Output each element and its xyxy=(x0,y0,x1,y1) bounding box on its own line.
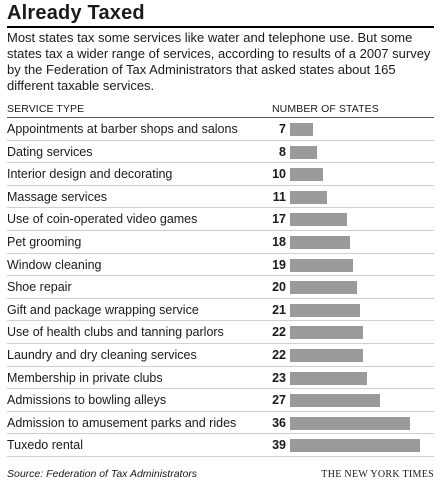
bar xyxy=(290,190,327,204)
chart-row: Use of coin-operated video games 17 xyxy=(7,208,434,231)
chart-row: Admission to amusement parks and rides 36 xyxy=(7,412,434,435)
value-header: NUMBER OF STATES xyxy=(272,103,379,115)
chart-row: Interior design and decorating 10 xyxy=(7,163,434,186)
category-label: Use of coin-operated video games xyxy=(7,212,198,227)
value-label: 39 xyxy=(272,438,286,453)
bar xyxy=(290,236,350,249)
category-label: Laundry and dry cleaning services xyxy=(7,348,197,362)
chart-row: Dating services 8 xyxy=(7,141,434,164)
bar xyxy=(290,371,367,385)
bar xyxy=(290,326,364,340)
category-label: Massage services xyxy=(7,189,108,204)
chart-subtitle: Most states tax some services like water… xyxy=(7,30,431,93)
bar xyxy=(290,213,347,227)
category-label: Dating services xyxy=(7,144,93,159)
chart-row: Tuxedo rental 39 xyxy=(7,434,434,457)
bar xyxy=(290,439,420,453)
chart-row: Laundry and dry cleaning services 22 xyxy=(7,344,434,367)
category-label: Tuxedo rental xyxy=(7,438,83,453)
bar xyxy=(290,145,317,159)
category-label: Membership in private clubs xyxy=(7,370,163,385)
chart-row: Gift and package wrapping service 21 xyxy=(7,299,434,322)
value-label: 21 xyxy=(272,302,286,317)
chart-title: Already Taxed xyxy=(7,2,145,24)
value-label: 19 xyxy=(272,257,286,272)
category-label: Window cleaning xyxy=(7,257,102,272)
value-label: 10 xyxy=(272,167,286,182)
chart-row: Appointments at barber shops and salons 7 xyxy=(7,118,434,141)
publisher-credit: THE NEW YORK TIMES xyxy=(321,469,434,480)
chart-row: Massage services 11 xyxy=(7,186,434,209)
bar xyxy=(290,416,410,430)
value-label: 11 xyxy=(272,189,286,204)
value-label: 17 xyxy=(272,212,286,227)
category-header: SERVICE TYPE xyxy=(7,103,85,115)
chart-row: Membership in private clubs 23 xyxy=(7,367,434,390)
category-label: Appointments at barber shops and salons xyxy=(7,122,238,136)
chart-row: Shoe repair 20 xyxy=(7,276,434,299)
bar xyxy=(290,123,314,136)
category-label: Admissions to bowling alleys xyxy=(7,393,167,408)
category-label: Shoe repair xyxy=(7,280,72,295)
value-label: 7 xyxy=(279,122,286,136)
category-label: Gift and package wrapping service xyxy=(7,302,199,317)
category-label: Use of health clubs and tanning parlors xyxy=(7,325,224,340)
category-label: Pet grooming xyxy=(7,235,82,249)
chart-row: Window cleaning 19 xyxy=(7,254,434,277)
value-label: 22 xyxy=(272,325,286,340)
value-label: 27 xyxy=(272,393,286,408)
bar xyxy=(290,258,354,272)
chart-row: Pet grooming 18 xyxy=(7,231,434,254)
chart-row: Admissions to bowling alleys 27 xyxy=(7,389,434,412)
title-rule xyxy=(7,26,434,28)
source-note: Source: Federation of Tax Administrators xyxy=(7,468,198,480)
bar xyxy=(290,281,357,295)
value-label: 18 xyxy=(272,235,286,249)
header-divider xyxy=(7,117,434,118)
value-label: 23 xyxy=(272,370,286,385)
bar xyxy=(290,303,360,317)
bar xyxy=(290,168,324,182)
value-label: 36 xyxy=(272,415,286,430)
value-label: 8 xyxy=(279,144,286,159)
bar xyxy=(290,349,364,362)
bar xyxy=(290,394,380,408)
value-label: 20 xyxy=(272,280,286,295)
chart-row: Use of health clubs and tanning parlors 2… xyxy=(7,321,434,344)
category-label: Interior design and decorating xyxy=(7,167,173,182)
category-label: Admission to amusement parks and rides xyxy=(7,415,237,430)
value-label: 22 xyxy=(272,348,286,362)
